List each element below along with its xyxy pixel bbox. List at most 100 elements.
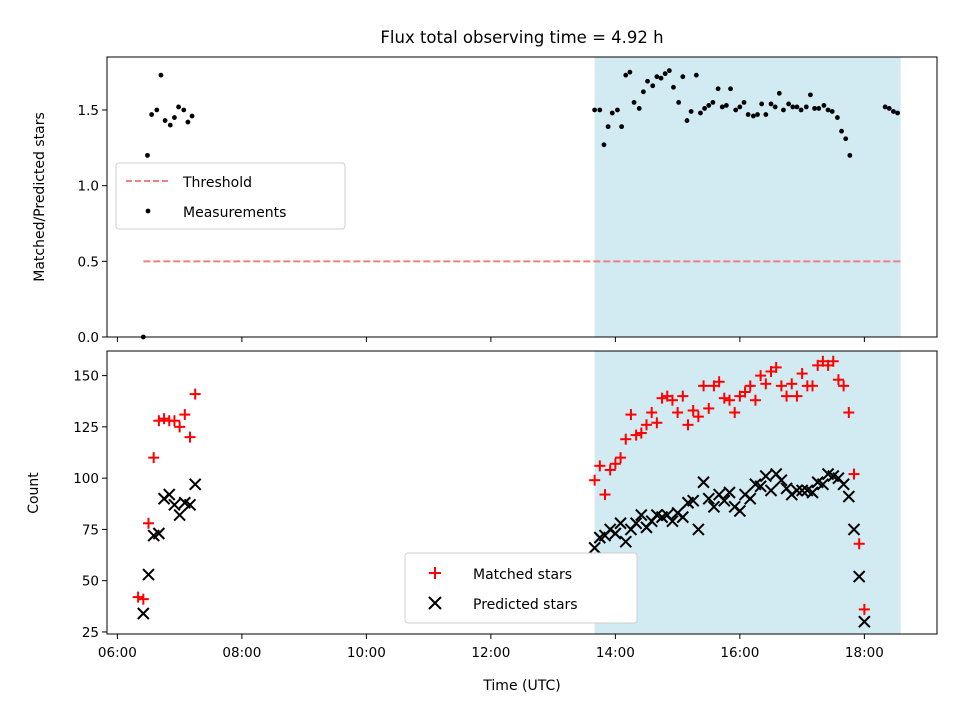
predicted-star-point xyxy=(183,498,197,512)
predicted-star-point xyxy=(790,484,804,497)
matched-star-point xyxy=(807,380,818,392)
measurement-point xyxy=(790,104,796,110)
measurement-point xyxy=(835,115,840,120)
measurement-point xyxy=(592,107,598,113)
y-tick-label: 125 xyxy=(73,420,99,436)
measurement-point xyxy=(733,107,739,113)
measurement-point xyxy=(715,86,721,92)
predicted-legend-marker xyxy=(428,596,442,610)
matched-star-point xyxy=(137,593,149,605)
matched-star-point xyxy=(604,464,616,476)
measurement-point xyxy=(605,124,611,130)
counts-legend: Matched stars Predicted stars xyxy=(404,552,638,624)
x-tick-label: 16:00 xyxy=(720,645,759,661)
measurement-point xyxy=(776,90,782,96)
measurement-point xyxy=(619,124,624,130)
matched-star-point xyxy=(687,404,699,416)
measurements-legend-marker xyxy=(145,208,151,214)
matched-star-point xyxy=(635,427,647,439)
matched-star-point xyxy=(620,433,632,445)
measurement-point xyxy=(741,100,747,105)
x-tick-label: 18:00 xyxy=(845,645,884,661)
figure-title: Flux total observing time = 4.92 h xyxy=(380,28,663,47)
counts-x-axis: 06:00 08:00 10:00 12:00 14:00 16:00 18:00 xyxy=(98,634,884,661)
measurement-point xyxy=(886,106,892,111)
matched-star-point xyxy=(153,415,165,427)
counts-legend-box xyxy=(404,552,638,624)
matched-star-point xyxy=(641,419,652,431)
y-tick-label: 100 xyxy=(73,471,99,487)
measurement-point xyxy=(794,104,800,110)
measurement-point xyxy=(676,100,682,105)
measurement-point xyxy=(803,104,809,110)
measurement-point xyxy=(768,101,774,107)
x-tick-label: 06:00 xyxy=(98,645,137,661)
matched-star-point xyxy=(189,388,201,400)
measurement-point xyxy=(662,71,668,77)
measurement-point xyxy=(684,118,690,123)
matched-star-point xyxy=(858,603,870,615)
predicted-star-point xyxy=(806,486,819,499)
matched-star-point xyxy=(143,517,154,529)
measurement-point xyxy=(623,72,629,78)
predicted-star-point xyxy=(686,494,700,507)
ratio-legend: Threshold Measurements xyxy=(115,162,346,230)
ratio-panel: 0.0 0.5 1.0 1.5 Matched/Predicted stars Thr… xyxy=(32,56,938,346)
predicted-star-point xyxy=(168,498,181,512)
matched-star-point xyxy=(589,474,601,486)
matched-star-point xyxy=(168,415,180,427)
matched-star-point xyxy=(718,392,730,404)
predicted-star-point xyxy=(702,492,715,505)
matched-star-point xyxy=(796,368,808,380)
matched-star-point xyxy=(724,394,735,406)
predicted-star-point xyxy=(142,568,155,581)
measurement-point xyxy=(895,110,900,116)
ratio-x-ticks xyxy=(116,337,865,342)
matched-star-point xyxy=(698,380,710,392)
matched-star-point xyxy=(770,361,782,373)
ratio-panel-frame xyxy=(106,56,938,338)
measurement-point xyxy=(812,106,817,111)
matched-star-point xyxy=(646,407,658,419)
measurement-point xyxy=(750,113,756,119)
measurement-point xyxy=(615,107,620,113)
measurement-point xyxy=(882,104,888,110)
x-tick-label: 08:00 xyxy=(222,645,261,661)
matched-star-point xyxy=(672,407,684,419)
measurement-point xyxy=(654,74,660,80)
matched-star-point xyxy=(625,409,637,421)
predicted-star-point xyxy=(666,515,679,528)
matched-star-point xyxy=(853,538,865,550)
predicted-star-point xyxy=(163,488,176,501)
measurement-point xyxy=(808,92,813,98)
measurement-point xyxy=(728,86,733,92)
measurement-point xyxy=(821,103,827,108)
y-tick-label: 1.0 xyxy=(78,179,99,195)
matched-star-point xyxy=(739,386,751,398)
matched-star-point xyxy=(729,407,741,419)
measurement-point xyxy=(847,152,853,158)
measurement-point xyxy=(702,106,707,111)
predicted-star-point xyxy=(635,508,648,522)
x-tick-label: 10:00 xyxy=(347,645,386,661)
matched-star-point xyxy=(651,417,663,429)
matched-star-point xyxy=(703,402,715,414)
predicted-star-point xyxy=(707,500,721,514)
predicted-star-point xyxy=(733,504,747,518)
counts-y-axis: 25 50 75 100 125 150 xyxy=(73,369,107,641)
measurement-point xyxy=(772,104,778,110)
predicted-star-point xyxy=(152,527,166,540)
predicted-star-point xyxy=(764,484,778,497)
predicted-star-point xyxy=(173,508,186,522)
matched-star-point xyxy=(148,452,160,464)
counts-y-label: Count xyxy=(26,472,42,514)
measurement-point xyxy=(737,104,743,110)
measurement-point xyxy=(786,101,792,107)
measurement-point xyxy=(759,101,765,107)
predicted-star-point xyxy=(697,476,710,489)
matched-star-point xyxy=(174,421,186,433)
predicted-star-point xyxy=(744,492,757,505)
measurement-point xyxy=(650,83,656,89)
counts-series xyxy=(132,355,871,628)
